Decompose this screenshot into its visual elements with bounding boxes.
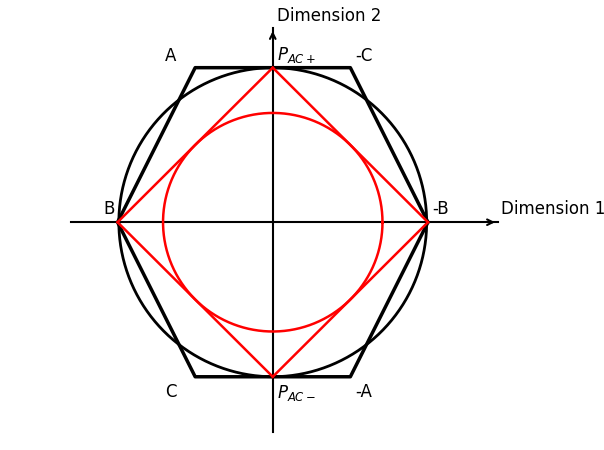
Text: -C: -C <box>355 46 373 64</box>
Text: Dimension 2: Dimension 2 <box>277 7 382 25</box>
Text: -B: -B <box>432 199 449 217</box>
Text: -A: -A <box>355 383 372 401</box>
Text: Dimension 1: Dimension 1 <box>501 199 604 217</box>
Text: $P_{AC-}$: $P_{AC-}$ <box>277 383 316 403</box>
Text: $P_{AC+}$: $P_{AC+}$ <box>277 45 316 64</box>
Text: C: C <box>165 383 176 401</box>
Text: B: B <box>103 199 115 217</box>
Text: A: A <box>165 46 176 64</box>
